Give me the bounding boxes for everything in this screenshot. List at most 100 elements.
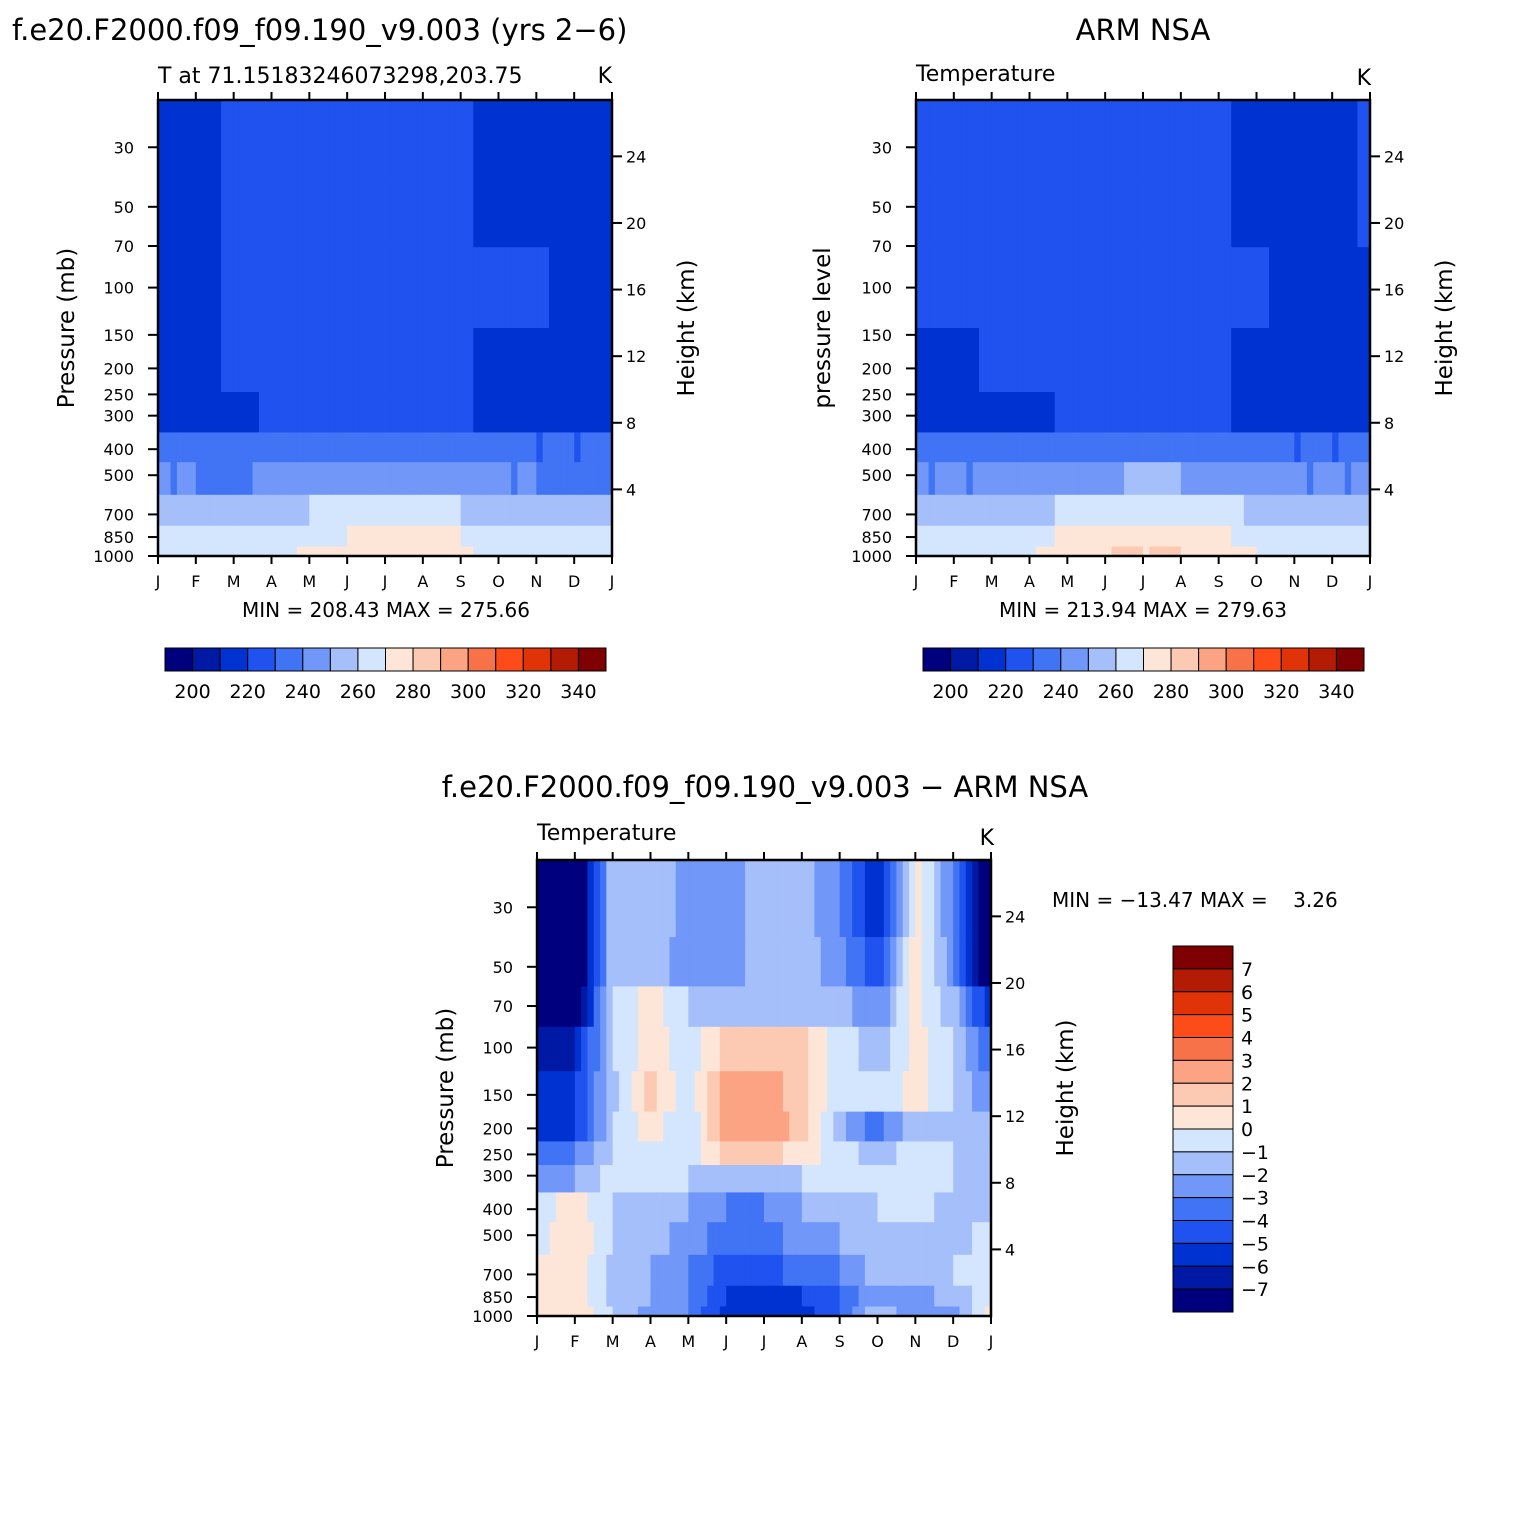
contour-cell xyxy=(707,986,715,1028)
contour-cell xyxy=(605,247,613,329)
contour-cell xyxy=(1092,546,1100,557)
contour-cell xyxy=(277,177,285,248)
contour-cell xyxy=(953,392,961,434)
contour-cell xyxy=(1218,328,1226,393)
contour-cell xyxy=(953,937,961,988)
contour-cell xyxy=(252,525,260,548)
contour-cell xyxy=(537,860,544,938)
contour-cell xyxy=(334,525,342,548)
contour-cell xyxy=(542,525,550,548)
contour-cell xyxy=(631,1141,639,1166)
contour-cell xyxy=(1174,525,1182,548)
contour-cell xyxy=(397,328,405,393)
contour-cell xyxy=(252,247,260,329)
contour-cell xyxy=(751,1026,759,1072)
contour-cell xyxy=(979,100,986,178)
contour-cell xyxy=(972,1285,979,1308)
contour-cell xyxy=(1149,328,1157,393)
contour-cell xyxy=(416,525,424,548)
contour-cell xyxy=(801,1222,809,1256)
contour-cell xyxy=(587,1254,595,1287)
contour-cell xyxy=(599,494,607,527)
y-tick-label: 250 xyxy=(103,385,134,404)
contour-cell xyxy=(600,1141,607,1166)
contour-cell xyxy=(1357,247,1365,329)
contour-cell xyxy=(271,328,279,393)
contour-cell xyxy=(852,1254,860,1287)
contour-cell xyxy=(871,1254,879,1287)
contour-cell xyxy=(1319,177,1327,248)
colorbar-swatch xyxy=(1060,647,1089,672)
contour-cell xyxy=(454,546,462,557)
contour-cell xyxy=(858,1192,866,1223)
contour-cell xyxy=(498,177,506,248)
colorbar-label: 280 xyxy=(1153,681,1189,703)
contour-cell xyxy=(1351,494,1358,527)
contour-cell xyxy=(1325,328,1333,393)
contour-cell xyxy=(214,247,222,329)
contour-cell xyxy=(353,546,361,557)
colorbar-swatch xyxy=(274,647,304,672)
contour-cell xyxy=(960,432,968,463)
contour-cell xyxy=(946,1306,954,1317)
contour-cell xyxy=(429,432,437,463)
contour-cell xyxy=(966,432,974,463)
contour-cell xyxy=(726,1285,734,1308)
contour-cell xyxy=(195,546,203,557)
contour-cell xyxy=(391,546,399,557)
contour-cell xyxy=(1212,525,1220,548)
contour-cell xyxy=(1288,328,1295,393)
contour-cell xyxy=(1269,392,1277,434)
contour-cell xyxy=(845,1026,853,1072)
contour-cell xyxy=(574,1306,582,1317)
contour-cell xyxy=(877,1165,885,1194)
contour-cell xyxy=(340,462,348,496)
contour-cell xyxy=(921,1071,929,1113)
contour-cell xyxy=(979,247,986,329)
contour-cell xyxy=(782,937,790,988)
contour-cell xyxy=(1067,247,1075,329)
contour-cell xyxy=(158,100,165,178)
contour-cell xyxy=(422,392,430,434)
contour-cell xyxy=(637,1306,645,1317)
contour-cell xyxy=(940,1192,948,1223)
contour-cell xyxy=(1168,546,1176,557)
contour-cell xyxy=(946,1071,954,1113)
contour-cell xyxy=(1206,525,1213,548)
contour-cell xyxy=(543,860,551,938)
height-tick-label: 8 xyxy=(1005,1174,1015,1193)
contour-cell xyxy=(372,247,380,329)
contour-cell xyxy=(1344,392,1352,434)
contour-cell xyxy=(1161,247,1169,329)
contour-cell xyxy=(883,986,891,1028)
contour-cell xyxy=(435,100,443,178)
contour-cell xyxy=(239,494,247,527)
contour-cell xyxy=(915,1111,923,1142)
contour-cell xyxy=(1054,494,1062,527)
contour-cell xyxy=(808,1192,816,1223)
contour-cell xyxy=(479,177,487,248)
contour-cell xyxy=(972,986,979,1028)
contour-cell xyxy=(997,177,1005,248)
contour-cell xyxy=(1269,525,1277,548)
contour-cell xyxy=(511,546,519,557)
contour-cell xyxy=(814,937,822,988)
contour-cell xyxy=(593,1254,601,1287)
contour-cell xyxy=(485,177,493,248)
contour-cell xyxy=(448,546,455,557)
contour-cell xyxy=(959,1192,967,1223)
contour-cell xyxy=(997,494,1005,527)
contour-cell xyxy=(416,432,424,463)
contour-cell xyxy=(555,937,563,988)
contour-cell xyxy=(928,546,936,557)
contour-cell xyxy=(625,1222,633,1256)
contour-cell xyxy=(663,1254,671,1287)
contour-cell xyxy=(965,1192,973,1223)
contour-cell xyxy=(1269,328,1277,393)
contour-cell xyxy=(1300,392,1308,434)
contour-cell xyxy=(637,1111,645,1142)
contour-cell xyxy=(1218,525,1226,548)
contour-cell xyxy=(448,100,455,178)
contour-cell xyxy=(1098,494,1106,527)
contour-cell xyxy=(713,1192,721,1223)
